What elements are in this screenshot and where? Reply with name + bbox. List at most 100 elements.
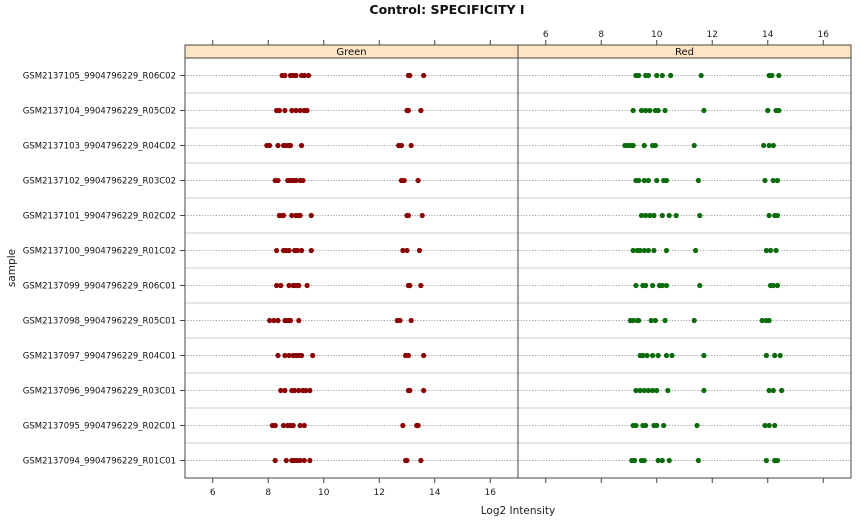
data-point-green <box>301 422 307 429</box>
data-point-red <box>666 457 672 464</box>
data-point-red <box>649 282 656 289</box>
data-point-red <box>673 212 679 219</box>
data-point-red <box>770 282 776 289</box>
data-point-green <box>280 422 287 429</box>
data-point-green <box>301 72 307 79</box>
sample-label: GSM2137101_9904796229_R02C02 <box>23 212 176 222</box>
sample-label: GSM2137103_9904796229_R04C02 <box>23 142 176 152</box>
data-point-red <box>766 142 772 149</box>
data-point-green <box>421 387 427 394</box>
data-point-green <box>418 457 424 464</box>
data-point-green <box>308 212 314 219</box>
data-point-red <box>655 457 661 464</box>
data-point-red <box>643 107 649 114</box>
data-point-red <box>695 457 701 464</box>
data-point-green <box>297 422 303 429</box>
data-point-red <box>693 247 699 254</box>
data-point-green <box>307 387 313 394</box>
data-point-green <box>400 422 406 429</box>
data-point-red <box>763 247 769 254</box>
data-point-red <box>759 317 765 324</box>
data-point-green <box>408 317 414 324</box>
x-tick-label: 14 <box>762 30 774 40</box>
data-point-green <box>287 142 294 149</box>
data-point-red <box>663 247 670 254</box>
data-point-green <box>307 457 313 464</box>
x-tick-label: 14 <box>429 488 441 498</box>
data-point-red <box>774 457 781 464</box>
data-point-green <box>296 317 302 324</box>
data-point-red <box>659 72 665 79</box>
sample-label: GSM2137097_9904796229_R04C01 <box>23 352 176 362</box>
x-tick-label: 10 <box>318 488 330 498</box>
data-point-green <box>267 317 273 324</box>
data-point-red <box>760 142 767 149</box>
data-point-red <box>638 107 645 114</box>
data-point-red <box>643 282 649 289</box>
data-point-red <box>766 317 772 324</box>
data-point-red <box>655 352 661 359</box>
data-point-green <box>293 72 299 79</box>
data-point-green <box>407 387 413 394</box>
data-point-red <box>701 352 707 359</box>
data-point-red <box>774 177 781 184</box>
data-point-green <box>289 107 295 114</box>
data-point-red <box>661 422 667 429</box>
data-point-red <box>638 212 645 219</box>
data-point-red <box>763 352 769 359</box>
data-point-green <box>296 282 302 289</box>
x-tick-label: 12 <box>707 30 718 40</box>
data-point-red <box>651 247 657 254</box>
data-point-green <box>282 387 288 394</box>
data-point-red <box>762 177 768 184</box>
data-point-red <box>652 142 658 149</box>
data-point-red <box>654 387 660 394</box>
data-point-green <box>278 387 284 394</box>
data-point-red <box>770 177 776 184</box>
data-point-green <box>286 247 292 254</box>
data-point-red <box>663 352 670 359</box>
data-point-green <box>408 142 414 149</box>
data-point-green <box>421 72 427 79</box>
data-point-red <box>762 422 768 429</box>
data-point-green <box>282 107 288 114</box>
data-point-red <box>659 212 665 219</box>
x-tick-label: 8 <box>265 488 271 498</box>
data-point-red <box>655 107 661 114</box>
data-point-red <box>643 422 649 429</box>
data-point-green <box>289 212 295 219</box>
data-point-green <box>400 247 406 254</box>
data-point-red <box>765 107 771 114</box>
x-tick-label: 6 <box>543 30 549 40</box>
sample-label: GSM2137094_9904796229_R01C01 <box>23 457 176 467</box>
data-point-green <box>283 457 289 464</box>
data-point-green <box>292 387 298 394</box>
data-point-green <box>294 247 300 254</box>
strip-label-red: Red <box>675 47 694 58</box>
data-point-red <box>777 352 783 359</box>
data-point-green <box>304 282 310 289</box>
data-point-red <box>659 282 665 289</box>
data-point-green <box>405 107 411 114</box>
data-point-green <box>398 142 405 149</box>
data-point-red <box>767 247 774 254</box>
data-point-red <box>669 352 675 359</box>
x-tick-label: 8 <box>598 30 604 40</box>
data-point-red <box>631 457 638 464</box>
data-point-green <box>405 352 411 359</box>
data-point-green <box>305 72 312 79</box>
data-point-red <box>701 107 707 114</box>
data-point-red <box>654 72 660 79</box>
data-point-red <box>636 317 642 324</box>
data-point-green <box>419 212 425 219</box>
data-point-green <box>280 212 287 219</box>
data-point-red <box>648 317 654 324</box>
data-point-red <box>645 72 652 79</box>
data-point-red <box>695 177 701 184</box>
data-point-red <box>773 247 779 254</box>
data-point-red <box>630 317 636 324</box>
x-tick-label: 16 <box>485 488 497 498</box>
data-point-red <box>637 247 643 254</box>
data-point-red <box>636 72 642 79</box>
